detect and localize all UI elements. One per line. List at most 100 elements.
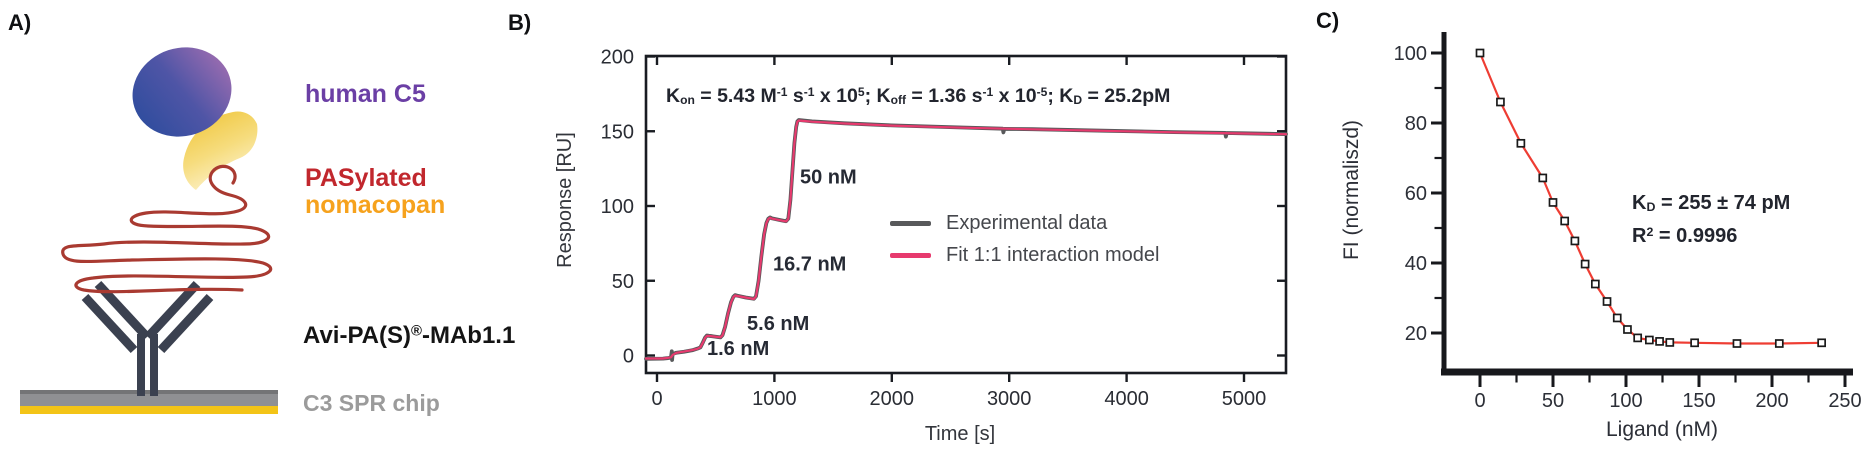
plot-frame [644,54,1288,375]
rich-text-part: Avi-PA(S) [303,322,411,349]
rich-text-part: = 255 ± 74 pM [1655,192,1791,214]
rich-text-part: R [1632,225,1647,248]
rich-text-part: D [1646,200,1656,215]
panel-a-letter: A) [8,10,32,35]
x-tick-label: 200 [1755,390,1788,412]
data-point-marker [1645,335,1654,345]
x-tick-label: 1000 [752,388,797,410]
rich-text-part: D [1073,93,1083,108]
x-tick-label: 2000 [870,388,915,410]
y-tick-label: 50 [612,271,634,293]
y-tick-label: 100 [601,196,634,218]
x-tick-label: 250 [1828,390,1861,412]
titration-chart: 0 50 100 150 200 250 20 40 60 80 100 Ligand (nM) FI … [1340,32,1862,441]
legend-swatch-experimental [890,221,931,226]
rich-text-part: s [787,85,804,108]
data-point-marker [1732,339,1742,348]
x-tick-label: 100 [1609,390,1642,412]
legend-swatch-fit [890,253,931,258]
kd-annotation: KD = 255 ± 74 pM R2 = 0.9996 [1632,191,1790,249]
x-tick-label: 150 [1682,390,1715,412]
kd-value-line: KD = 255 ± 74 pM [1632,191,1790,220]
legend-label-fit: Fit 1:1 interaction model [946,244,1160,266]
rich-text-part: x 10 [993,85,1037,108]
concentration-label: 1.6 nM [707,338,769,360]
x-tick-label: 4000 [1104,388,1149,410]
concentration-label: 50 nM [800,167,857,189]
data-point-marker [1655,337,1664,346]
data-point-marker [1538,173,1548,183]
x-tick-label: 3000 [987,388,1031,410]
rich-text-part: K [1632,192,1647,214]
y-tick-label: 150 [601,121,634,143]
data-point-marker [1817,338,1826,348]
y-tick-label: 40 [1405,253,1427,275]
series-fit [644,119,1288,360]
label-nomacopan: nomacopan [305,191,446,219]
y-tick-label: 0 [623,346,634,368]
sensorgram-chart: 0 1000 2000 3000 4000 5000 0 50 100 150 200 1.6 nM 5… [554,47,1288,445]
rich-text-part: = 5.43 M [694,85,777,108]
antibody-right-arm-outer [157,293,214,354]
label-c3-spr-chip: C3 SPR chip [303,390,440,416]
y-tick-label: 80 [1405,113,1427,135]
legend-label-experimental: Experimental data [946,212,1108,234]
rich-text-part: = 0.9996 [1653,225,1738,248]
panel-a-illustration [20,47,278,414]
y-tick-label: 100 [1394,43,1427,65]
rich-text-part: -5 [1036,85,1048,99]
data-point-marker [1690,338,1699,348]
x-tick-label: 0 [651,388,662,410]
rich-text-part: ; K [864,85,891,108]
data-point-marker [1612,313,1622,323]
data-point-marker [1633,333,1643,343]
x-axis-title: Time [s] [925,423,995,445]
rich-text-part: -1 [982,85,994,99]
data-point-marker [1774,339,1784,348]
legend-item-fit: Fit 1:1 interaction model [890,244,1159,267]
titration-plot: 0 50 100 150 200 250 20 40 60 80 100 Ligand (nM) FI … [1340,32,1862,441]
rich-text-part: off [890,93,906,108]
data-point-marker [1560,216,1570,226]
y-tick-label: 200 [601,47,634,69]
rich-text-part: -MAb1.1 [421,322,516,349]
y-tick-label: 20 [1405,323,1427,345]
antibody-right-arm-inner [144,280,201,341]
human-c5-shape [132,47,232,137]
data-point-marker [1623,325,1632,334]
chip-gold-bar [20,406,278,414]
antibody-left-arm-outer [81,293,138,354]
sensorgram-plot: 0 1000 2000 3000 4000 5000 0 50 100 150 200 1.6 nM 5… [554,47,1288,445]
y-axis-title: Response [RU] [554,132,576,268]
legend: Experimental data Fit 1:1 interaction mo… [890,212,1159,267]
chip-gray-bar [20,394,278,406]
rich-text-part: = 25.2pM [1082,85,1171,108]
panel-c-letter: C) [1316,8,1340,33]
data-point-marker [1580,259,1590,269]
concentration-label: 5.6 nM [747,313,809,335]
rich-text-part: on [680,93,695,108]
rich-text-part: K [666,85,681,108]
rich-text-part: -1 [776,85,788,99]
x-axis-title: Ligand (nM) [1606,418,1718,441]
data-point-marker [1602,297,1612,306]
chip-top-edge [20,390,278,394]
spr-chip [20,390,278,414]
y-axis-title: FI (normaliszd) [1340,120,1363,260]
rich-text-part: x 10 [814,85,858,108]
label-pasylated: PASylated [305,164,427,192]
pas-chain-shape [61,164,273,294]
concentration-label: 16.7 nM [773,253,846,275]
antibody-icon [81,280,214,396]
rich-text-part: = 1.36 s [906,85,983,108]
label-avi-pas-mab: Avi-PA(S)®-MAb1.1 [303,322,515,350]
y-tick-label: 60 [1405,183,1427,205]
x-tick-label: 5000 [1222,388,1267,410]
x-tick-label: 50 [1542,390,1564,412]
data-point-marker [1475,48,1485,58]
data-point-marker [1548,198,1558,207]
rich-text-part: ; K [1047,85,1074,108]
rich-text-part: -1 [803,85,815,99]
label-human-c5: human C5 [305,80,426,108]
data-point-marker [1570,236,1580,246]
